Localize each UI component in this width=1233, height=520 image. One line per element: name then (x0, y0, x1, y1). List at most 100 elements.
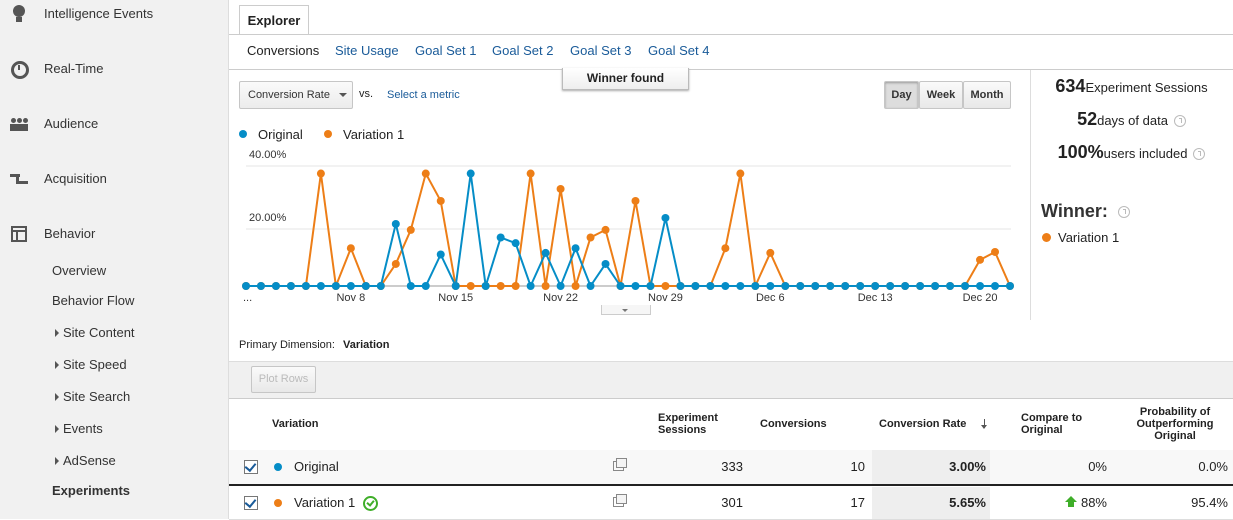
data-point (406, 225, 415, 234)
variation-dot (274, 463, 282, 471)
data-point (676, 282, 685, 290)
select-metric[interactable]: Select a metric (387, 89, 460, 101)
icon-part (16, 17, 22, 22)
row-checkbox[interactable] (244, 459, 258, 474)
main: Explorer Conversions Site Usage Goal Set 1 G… (229, 0, 1233, 520)
check (366, 498, 375, 507)
x-tick-label: ... (243, 292, 252, 304)
nav-icon (10, 60, 29, 79)
nav-icon (10, 225, 28, 243)
data-point (242, 282, 250, 290)
data-point (256, 282, 265, 290)
x-tick-label: Nov 15 (438, 292, 473, 304)
column-header[interactable]: Variation (272, 398, 392, 450)
data-point (601, 259, 610, 268)
nav-subitem[interactable]: Site Speed (63, 357, 127, 372)
data-point (571, 244, 580, 253)
x-tick-label: Nov 22 (543, 292, 578, 304)
table-cell: 17 (850, 495, 865, 510)
data-point (736, 282, 745, 290)
popout-icon (616, 494, 627, 504)
nav-icon (10, 170, 28, 188)
column-header-text: Conversion Rate (879, 418, 967, 430)
plot-rows-button[interactable]: Plot Rows (251, 366, 316, 393)
table-header (229, 398, 1233, 452)
data-point (391, 219, 400, 228)
y-tick-label: 40.00% (249, 149, 287, 161)
data-point (931, 282, 940, 290)
subtab[interactable]: Site Usage (335, 43, 399, 58)
nav-subitem[interactable]: Site Content (63, 325, 135, 340)
data-point (556, 282, 565, 290)
nav-subitem[interactable]: Behavior Flow (52, 293, 135, 308)
winner-banner: Winner found (562, 68, 689, 90)
legend-label: Variation 1 (343, 127, 404, 142)
nav-item[interactable]: Acquisition (44, 171, 107, 186)
period-button[interactable]: Day (884, 81, 919, 109)
table-row (229, 487, 1233, 520)
column-header-text: Compare to Original (1021, 412, 1083, 436)
data-point (631, 196, 640, 205)
stat-value: 634 (1055, 76, 1086, 96)
nav-item[interactable]: Intelligence Events (44, 6, 154, 21)
nav-subitem[interactable]: AdSense (63, 453, 116, 468)
nav-subitem[interactable]: Events (63, 421, 103, 436)
stat-value: 100% (1057, 142, 1104, 162)
stat-label: users included (1103, 146, 1188, 161)
series-line (246, 170, 1011, 290)
data-point (616, 282, 625, 290)
data-point (1006, 282, 1014, 290)
data-point (841, 282, 850, 290)
series-line (246, 173, 1010, 290)
help-icon (1193, 148, 1206, 160)
row-checkbox[interactable] (244, 495, 258, 510)
row-separator (229, 484, 1233, 486)
column-header[interactable]: Conversions (760, 398, 850, 450)
data-point (796, 282, 805, 290)
nav-subitem[interactable]: Overview (52, 263, 107, 278)
metric-dropdown[interactable]: Conversion Rate (239, 81, 353, 109)
sort-arrow (984, 419, 985, 428)
x-tick-label: Dec 6 (756, 292, 785, 304)
column-header[interactable]: Probability of Outperforming Original (1125, 398, 1225, 450)
stat: 634Experiment Sessions (1030, 76, 1233, 97)
subtab[interactable]: Conversions (247, 43, 320, 58)
stat: 100%users included (1030, 142, 1233, 163)
icon-part (16, 124, 22, 131)
data-point (586, 233, 595, 242)
subtab[interactable]: Goal Set 2 (492, 43, 554, 58)
data-point (631, 282, 640, 290)
data-point (481, 282, 490, 290)
data-point (526, 169, 535, 178)
data-point (721, 244, 730, 253)
column-header[interactable]: Compare to Original (1021, 398, 1096, 450)
nav-item[interactable]: Behavior (44, 226, 96, 241)
data-point (811, 282, 820, 290)
sort-arrow-head (981, 425, 987, 429)
data-point (541, 248, 550, 257)
period-button[interactable]: Month (963, 81, 1011, 109)
nav-subitem[interactable]: Site Search (63, 389, 131, 404)
subtab[interactable]: Goal Set 1 (415, 43, 477, 58)
subtab[interactable]: Goal Set 3 (570, 43, 632, 58)
variation-dot (274, 499, 282, 507)
up-arrow-stem (1068, 502, 1074, 507)
toolbar (229, 361, 1233, 399)
data-point (751, 282, 760, 290)
subtab[interactable]: Goal Set 4 (648, 43, 710, 58)
dimension-value[interactable]: Variation (343, 339, 390, 351)
nav-subitem[interactable]: Experiments (52, 483, 131, 498)
table-cell: 0% (1088, 459, 1107, 474)
rate-cell-bg (872, 450, 990, 484)
tab-active[interactable]: Explorer (239, 5, 309, 35)
rate-cell-bg (872, 487, 990, 519)
nav-item[interactable]: Real-Time (44, 61, 104, 76)
legend-label: Original (258, 127, 303, 142)
column-header[interactable]: Conversion Rate (879, 398, 979, 450)
data-point (886, 282, 895, 290)
period-button[interactable]: Week (919, 81, 963, 109)
column-header[interactable]: Experiment Sessions (658, 398, 733, 450)
nav-item[interactable]: Audience (44, 116, 99, 131)
data-point (541, 282, 550, 290)
data-point (436, 196, 445, 205)
